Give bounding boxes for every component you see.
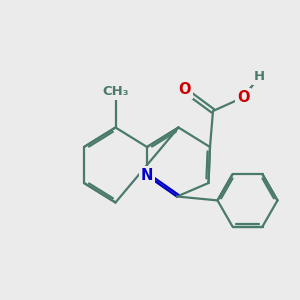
Text: O: O (237, 90, 249, 105)
Text: O: O (178, 82, 191, 98)
Text: H: H (254, 70, 265, 83)
Text: CH₃: CH₃ (102, 85, 129, 98)
Text: N: N (141, 168, 153, 183)
